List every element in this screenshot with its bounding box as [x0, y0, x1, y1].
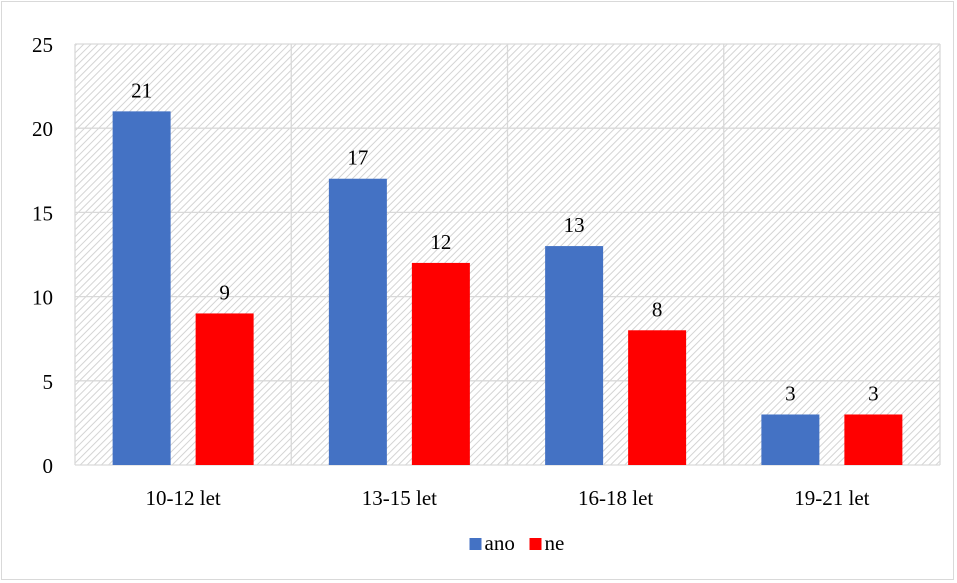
- data-labels: 21 9 17 12 13 8 3 3: [131, 78, 879, 405]
- data-label: 8: [652, 297, 663, 321]
- gridlines: [74, 43, 941, 466]
- data-label: 3: [785, 381, 796, 405]
- y-tick-label: 25: [32, 33, 53, 57]
- legend-item-ano[interactable]: ano: [469, 531, 515, 555]
- data-label: 9: [219, 280, 230, 304]
- x-tick-label: 10-12 let: [146, 486, 221, 510]
- legend-swatch: [529, 538, 542, 550]
- data-label: 21: [131, 78, 152, 102]
- bar-ano-3[interactable]: [545, 246, 604, 465]
- x-axis: 10-12 let 13-15 let 16-18 let 19-21 let: [146, 486, 870, 510]
- legend-item-ne[interactable]: ne: [529, 531, 565, 555]
- bar-ne-4[interactable]: [844, 414, 903, 465]
- x-tick-label: 19-21 let: [794, 486, 869, 510]
- bar-ne-3[interactable]: [628, 330, 687, 465]
- y-tick-label: 20: [32, 117, 53, 141]
- legend-label: ne: [545, 531, 565, 555]
- legend-swatch: [469, 538, 482, 550]
- y-tick-label: 15: [32, 201, 53, 225]
- data-label: 3: [868, 381, 879, 405]
- legend[interactable]: ano ne: [469, 531, 565, 555]
- data-label: 13: [564, 213, 585, 237]
- bar-ano-1[interactable]: [112, 111, 171, 466]
- y-tick-label: 0: [43, 454, 54, 478]
- x-tick-label: 16-18 let: [578, 486, 653, 510]
- data-label: 17: [347, 146, 368, 170]
- bar-ne-1[interactable]: [195, 313, 254, 465]
- y-axis: 0 5 10 15 20 25: [32, 33, 53, 478]
- bar-ano-2[interactable]: [328, 178, 387, 465]
- bar-ano-4[interactable]: [761, 414, 820, 465]
- bar-ne-2[interactable]: [411, 262, 470, 465]
- y-tick-label: 10: [32, 286, 53, 310]
- bars: [112, 111, 903, 466]
- data-label: 12: [430, 230, 451, 254]
- y-tick-label: 5: [43, 370, 54, 394]
- x-tick-label: 13-15 let: [362, 486, 437, 510]
- legend-label: ano: [485, 531, 515, 555]
